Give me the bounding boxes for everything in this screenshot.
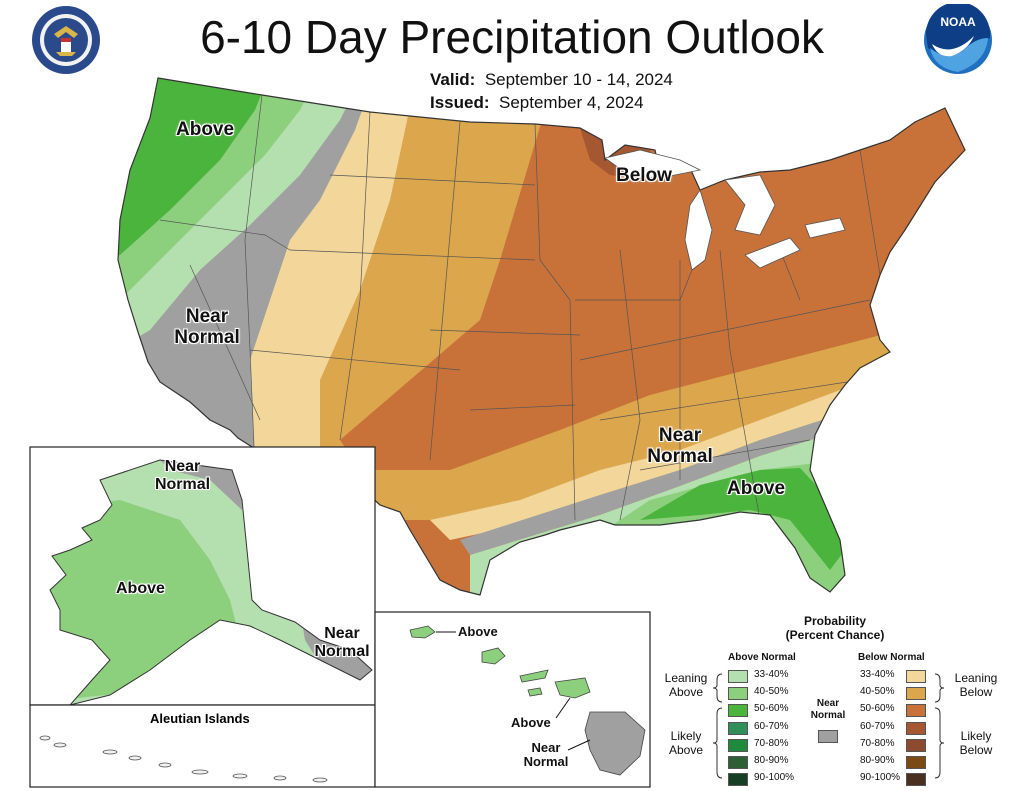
legend-above-swatch — [728, 704, 748, 718]
legend-near-normal-label: Near Normal — [808, 698, 848, 721]
legend-likely-below: Likely Below — [959, 729, 993, 757]
legend-below-range: 40-50% — [860, 686, 895, 698]
legend-below-range: 50-60% — [860, 703, 895, 715]
valid-value: September 10 - 14, 2024 — [484, 70, 673, 89]
legend-above-header: Above Normal — [728, 652, 796, 663]
legend-below-swatch — [906, 773, 926, 787]
label-above-southeast: Above — [727, 478, 786, 499]
label-above-alaska: Above — [116, 580, 165, 597]
label-normal-hawaii: Normal — [523, 754, 569, 770]
label-normal-ak-se: Normal — [314, 642, 370, 660]
legend-below-range: 60-70% — [860, 720, 895, 732]
legend-below-swatch — [906, 704, 926, 718]
noaa-logo-text: NOAA — [940, 15, 976, 29]
valid-label: Valid: — [430, 70, 476, 89]
great-lakes — [604, 149, 846, 271]
label-near-southeast: Near — [658, 425, 702, 446]
legend-above-range: 40-50% — [754, 686, 789, 698]
alaska-outline — [49, 459, 373, 706]
legend-below-range: 70-80% — [860, 737, 895, 749]
label-near-normal-alaska-north: Near Normal — [150, 458, 215, 493]
legend-below-range: 90-100% — [860, 772, 901, 784]
label-near-normal-southeast: Near Normal — [640, 425, 720, 468]
label-above-hawaii-kauai: Above — [458, 624, 498, 639]
label-below-midwest: Below — [616, 165, 672, 186]
issued-label: Issued: — [430, 93, 490, 112]
legend-above-swatch — [728, 738, 748, 752]
label-near-ak-se: Near — [324, 625, 360, 642]
legend-below-range: 80-90% — [860, 755, 895, 766]
department-of-commerce-seal-icon — [32, 6, 100, 74]
aleutian-islands — [39, 735, 328, 783]
legend-above-swatch — [728, 773, 748, 787]
region-below-40-50 — [300, 78, 960, 520]
legend-above-swatch — [728, 721, 748, 735]
aleutian-islands-title: Aleutian Islands — [150, 711, 250, 726]
legend-below-range: 33-40% — [860, 669, 895, 680]
label-normal-west: Normal — [174, 326, 240, 348]
conus-outlook-regions — [118, 78, 965, 595]
legend-above-range: 50-60% — [754, 703, 789, 715]
label-above-west: Above — [176, 119, 235, 140]
legend-below-header: Below Normal — [858, 652, 925, 663]
conus-outline — [117, 77, 966, 596]
legend-above-range: 80-90% — [754, 755, 789, 766]
legend-title-line1: Probability — [803, 614, 866, 628]
legend-above-range: 33-40% — [754, 669, 789, 680]
legend-normal-label: Normal — [810, 709, 846, 721]
legend-below-swatch — [906, 721, 926, 735]
region-below-leaning-south — [430, 370, 900, 540]
map-title: 6-10 Day Precipitation Outlook — [200, 11, 824, 63]
hawaii-islands — [409, 625, 646, 776]
label-near-hawaii: Near — [531, 740, 561, 755]
noaa-logo-icon: NOAA — [924, 4, 992, 74]
hawaii-leader-lines — [436, 631, 591, 751]
label-near-west: Near — [185, 306, 229, 327]
label-near-ak-north: Near — [164, 458, 201, 475]
legend-leaning-above: Leaning Above — [664, 671, 708, 699]
legend-below-swatch — [906, 670, 926, 683]
probability-legend: Probability (Percent Chance) Above Normal… — [650, 612, 1020, 791]
legend-near-normal-swatch — [818, 730, 838, 743]
issued-value: September 4, 2024 — [498, 93, 644, 112]
legend-likely-above: Likely Above — [668, 729, 704, 757]
legend-title: Probability (Percent Chance) — [720, 614, 950, 643]
legend-below-swatch — [906, 756, 926, 769]
legend-above-range: 90-100% — [754, 772, 795, 784]
legend-above-range: 70-80% — [754, 737, 789, 749]
issued-date: Issued: September 4, 2024 — [430, 93, 644, 113]
legend-above-swatch — [728, 687, 748, 701]
label-near-normal-alaska-southeast: Near Normal — [312, 625, 372, 660]
legend-above-swatch — [728, 670, 748, 683]
legend-brackets — [712, 673, 945, 779]
legend-leaning-below: Leaning Below — [954, 671, 998, 699]
label-above-hawaii-maui: Above — [511, 715, 551, 730]
legend-above-range: 60-70% — [754, 720, 789, 732]
label-normal-ak-north: Normal — [154, 475, 211, 493]
region-above-50-60-southeast — [640, 468, 845, 570]
state-boundaries — [159, 94, 881, 521]
label-near-normal-hawaii: Near Normal — [521, 740, 571, 770]
legend-title-line2: (Percent Chance) — [785, 627, 885, 642]
legend-above-swatch — [728, 756, 748, 769]
region-below-50-60-plains-tongue — [360, 360, 560, 458]
label-normal-southeast: Normal — [647, 445, 713, 467]
valid-dates: Valid: September 10 - 14, 2024 — [430, 70, 673, 90]
hawaii-inset-frame — [374, 611, 651, 788]
legend-below-swatch — [906, 738, 926, 752]
legend-near-label: Near — [816, 698, 840, 709]
legend-below-swatch — [906, 687, 926, 701]
label-near-normal-west: Near Normal — [172, 306, 242, 349]
